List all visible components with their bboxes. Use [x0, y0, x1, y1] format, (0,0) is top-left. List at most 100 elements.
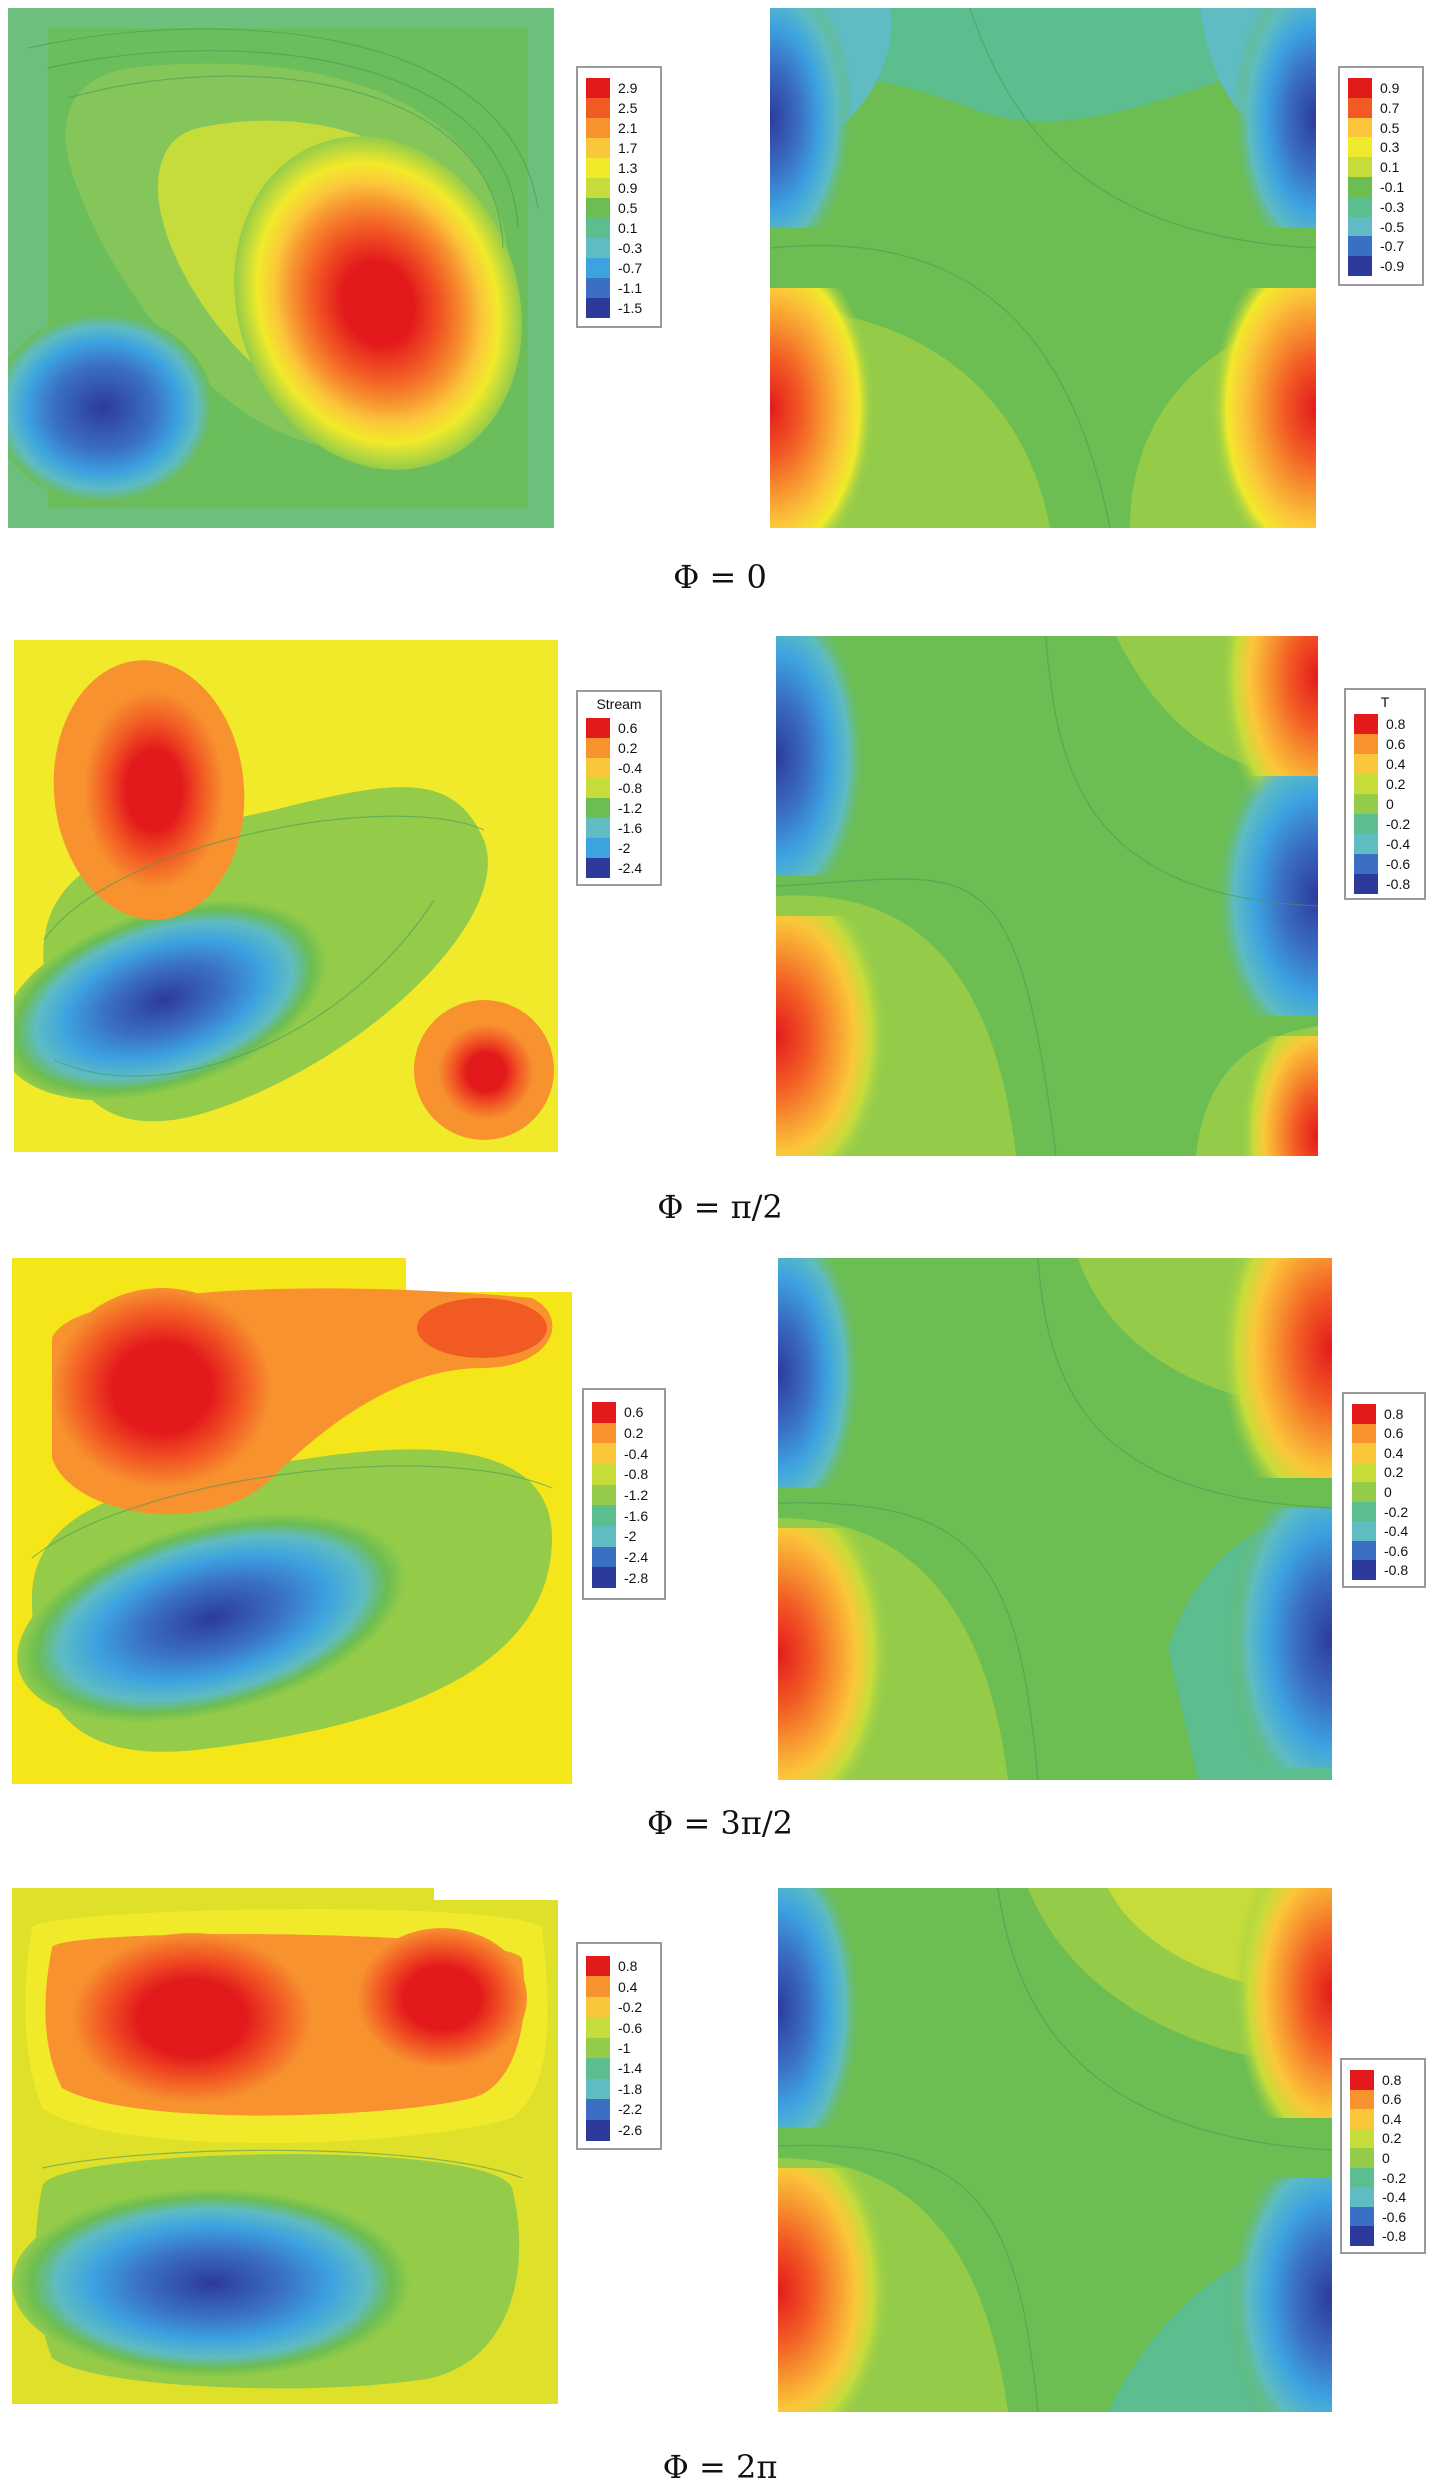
colorbar-tick-label: 0.4	[1384, 1444, 1404, 1461]
colorbar-swatch	[592, 1422, 616, 1444]
temperature-contour-plot	[778, 1888, 1332, 2412]
colorbar-title: Stream	[596, 696, 642, 712]
stream-negative-cell	[8, 313, 213, 503]
temperature-contour-plot	[776, 636, 1318, 1156]
colorbar-swatch	[1350, 2109, 1374, 2130]
colorbar-swatch	[586, 78, 610, 98]
colorbar-swatch	[1348, 97, 1372, 118]
temperature-cold-region	[778, 1258, 898, 1488]
colorbar-tick-label: -0.3	[618, 240, 643, 256]
colorbar-swatch	[1352, 1404, 1376, 1424]
colorbar-tick-label: 0.8	[1382, 2071, 1402, 2088]
colorbar-swatch	[586, 2058, 610, 2080]
colorbar-tick-label: 2.9	[618, 80, 638, 96]
colorbar-swatch	[1352, 1501, 1376, 1522]
colorbar-swatch	[586, 298, 610, 318]
colorbar-tick-label: 0.2	[624, 1425, 644, 1441]
temperature-hot-region	[1192, 1888, 1332, 2118]
temperature-cold-region	[1196, 8, 1316, 228]
colorbar-tick-label: -0.2	[1382, 2169, 1407, 2186]
colorbar-swatch	[586, 258, 610, 278]
colorbar-tick-label: 0.2	[1384, 1464, 1404, 1481]
colorbar-tick-label: -2	[618, 840, 631, 856]
colorbar-tick-label: -0.9	[1380, 258, 1405, 275]
colorbar-tick-label: -2.4	[618, 860, 643, 876]
colorbar-tick-label: -0.8	[1386, 876, 1411, 892]
stream-contour-plot	[8, 8, 554, 528]
colorbar-tick-label: 0.6	[1382, 2091, 1402, 2108]
colorbar-tick-label: 0	[1386, 796, 1394, 812]
panel-row-phi-0: 2.9 2.5 2.1 1.7 1.3 0.9 0.5 0.1 -0.3 -0.7 -1.1 -1.5	[0, 0, 1440, 600]
temperature-colorbar: T 0.8 0.6 0.4 0.2 0 -0.2 -0.4 -0.6 -0.8	[1344, 688, 1426, 900]
colorbar-tick-label: -0.5	[1380, 218, 1405, 235]
colorbar-tick-label: -0.4	[1382, 2189, 1407, 2206]
temperature-contour-plot	[778, 1258, 1332, 1780]
colorbar-swatch	[586, 98, 610, 118]
colorbar-swatch	[1348, 256, 1372, 277]
colorbar-swatch	[586, 2037, 610, 2059]
panel-row-phi-2pi: 0.8 0.4 -0.2 -0.6 -1 -1.4 -1.8 -2.2 -2.6	[0, 1886, 1440, 2487]
colorbar-swatch	[586, 1996, 610, 2018]
colorbar-tick-label: -1.6	[618, 820, 643, 836]
colorbar-swatch	[1350, 2070, 1374, 2090]
colorbar-swatch	[1348, 78, 1372, 98]
colorbar-tick-label: -2	[624, 1528, 637, 1545]
temperature-cold-region	[1182, 1508, 1332, 1768]
colorbar-tick-label: 0.2	[618, 740, 638, 756]
colorbar-tick-label: 0.4	[1382, 2110, 1402, 2127]
colorbar-tick-label: 0.4	[1386, 756, 1406, 772]
colorbar-tick-label: -0.7	[1380, 238, 1405, 255]
colorbar-tick-label: 0.9	[618, 180, 638, 196]
colorbar-swatches	[584, 1402, 664, 1589]
colorbar-tick-label: 0.6	[1384, 1425, 1404, 1442]
colorbar-tick-label: 2.1	[618, 120, 638, 136]
colorbar-tick-label: 1.3	[618, 160, 638, 176]
colorbar-tick-label: -2.6	[618, 2121, 643, 2138]
colorbar-tick-label: -0.8	[1384, 1562, 1409, 1579]
colorbar-swatch	[1350, 2226, 1374, 2247]
panel-row-phi-3pi-2: 0.6 0.2 -0.4 -0.8 -1.2 -1.6 -2 -2.4 -2.8	[0, 1258, 1440, 1878]
colorbar-tick-label: 0.5	[618, 200, 638, 216]
colorbar-tick-label: -2.8	[624, 1569, 649, 1586]
colorbar-swatch	[1352, 1423, 1376, 1444]
colorbar-swatches	[578, 718, 660, 878]
colorbar-swatches	[1344, 1404, 1424, 1581]
panel-caption: Φ = π/2	[657, 1188, 783, 1226]
temperature-hot-region	[1172, 1258, 1332, 1478]
stream-colorbar: 0.6 0.2 -0.4 -0.8 -1.2 -1.6 -2 -2.4 -2.8	[582, 1388, 666, 1600]
colorbar-tick-label: 0.8	[1386, 716, 1406, 732]
colorbar-swatch	[1350, 2206, 1374, 2227]
stream-positive-cell	[234, 136, 522, 470]
colorbar-swatch	[586, 838, 610, 858]
temperature-hot-region	[776, 916, 936, 1156]
temperature-hot-region	[1208, 1036, 1318, 1156]
colorbar-labels: 0.8 0.6 0.4 0.2 0 -0.2 -0.4 -0.6 -0.8	[1342, 2070, 1424, 2246]
colorbar-title: T	[1380, 694, 1390, 710]
temperature-colorbar: 0.8 0.6 0.4 0.2 0 -0.2 -0.4 -0.6 -0.8	[1342, 1392, 1426, 1588]
colorbar-swatch	[586, 2017, 610, 2039]
colorbar-swatch	[1348, 196, 1372, 217]
colorbar-labels: 0.9 0.7 0.5 0.3 0.1 -0.1 -0.3 -0.5 -0.7 -0.9	[1340, 78, 1422, 276]
stream-negative-cell	[14, 899, 329, 1101]
colorbar-swatch	[1348, 157, 1372, 178]
colorbar-labels: 0.8 0.6 0.4 0.2 0 -0.2 -0.4 -0.6 -0.8	[1346, 714, 1424, 894]
colorbar-swatch	[592, 1443, 616, 1465]
colorbar-swatches	[1340, 78, 1422, 277]
colorbar-swatch	[1354, 834, 1378, 854]
colorbar-tick-label: 1.7	[618, 140, 638, 156]
colorbar-swatches	[578, 1956, 660, 2141]
colorbar-swatch	[586, 1976, 610, 1998]
colorbar-tick-label: -1.2	[624, 1487, 649, 1503]
colorbar-tick-label: 0.7	[1380, 99, 1400, 116]
stream-colorbar: 2.9 2.5 2.1 1.7 1.3 0.9 0.5 0.1 -0.3 -0.7 -1.1 -1.5	[576, 66, 662, 328]
colorbar-tick-label: -0.6	[1382, 2208, 1407, 2225]
colorbar-swatch	[586, 118, 610, 138]
colorbar-tick-label: -1	[618, 2040, 631, 2056]
colorbar-swatch	[586, 138, 610, 158]
colorbar-tick-label: 0.5	[1380, 119, 1400, 136]
colorbar-swatch	[1350, 2089, 1374, 2110]
stream-contour-plot	[12, 1888, 558, 2404]
colorbar-tick-label: 0.9	[1380, 79, 1400, 96]
colorbar-swatch	[1354, 714, 1378, 734]
